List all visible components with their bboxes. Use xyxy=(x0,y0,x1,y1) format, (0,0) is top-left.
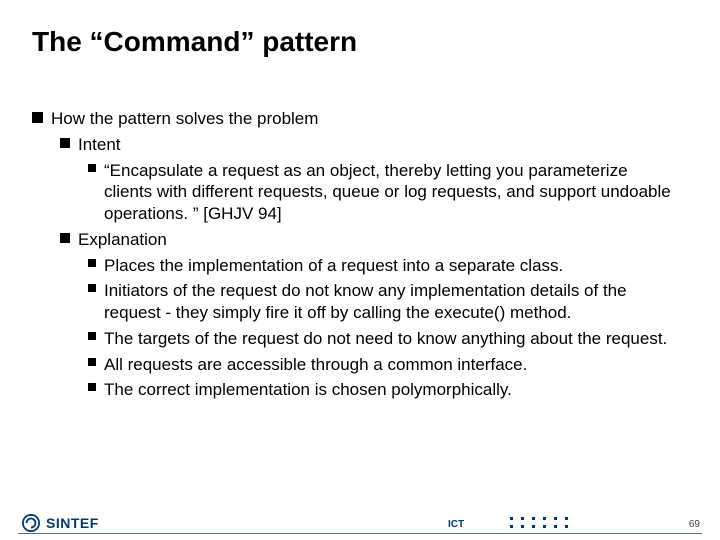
ict-label: ICT xyxy=(448,519,464,530)
square-bullet-icon xyxy=(88,164,96,172)
list-item-text: All requests are accessible through a co… xyxy=(104,354,680,376)
list-item-text: The targets of the request do not need t… xyxy=(104,328,680,350)
list-item: All requests are accessible through a co… xyxy=(88,354,680,376)
square-bullet-icon xyxy=(32,112,43,123)
list-item: Initiators of the request do not know an… xyxy=(88,280,680,324)
list-item: “Encapsulate a request as an object, the… xyxy=(88,160,680,225)
square-bullet-icon xyxy=(88,332,96,340)
list-item-text: The correct implementation is chosen pol… xyxy=(104,379,680,401)
list-item: Explanation xyxy=(60,229,680,251)
decorative-dot-grid-icon xyxy=(510,517,573,530)
slide-footer: SINTEF ICT 69 xyxy=(0,510,720,540)
brand-logo-text: SINTEF xyxy=(46,515,99,531)
square-bullet-icon xyxy=(60,138,70,148)
square-bullet-icon xyxy=(88,358,96,366)
list-item-text: Intent xyxy=(78,134,680,156)
list-item-text: How the pattern solves the problem xyxy=(51,108,680,130)
page-number: 69 xyxy=(689,519,700,530)
slide-content: How the pattern solves the problem Inten… xyxy=(32,108,680,405)
sintef-mark-icon xyxy=(22,514,40,532)
page-title: The “Command” pattern xyxy=(32,26,357,58)
list-item-text: Places the implementation of a request i… xyxy=(104,255,680,277)
list-item: Places the implementation of a request i… xyxy=(88,255,680,277)
list-item-text: “Encapsulate a request as an object, the… xyxy=(104,160,680,225)
list-item: How the pattern solves the problem xyxy=(32,108,680,130)
footer-divider xyxy=(18,533,702,534)
list-item: The correct implementation is chosen pol… xyxy=(88,379,680,401)
list-item: Intent xyxy=(60,134,680,156)
list-item-text: Explanation xyxy=(78,229,680,251)
square-bullet-icon xyxy=(60,233,70,243)
square-bullet-icon xyxy=(88,383,96,391)
square-bullet-icon xyxy=(88,259,96,267)
list-item: The targets of the request do not need t… xyxy=(88,328,680,350)
square-bullet-icon xyxy=(88,284,96,292)
list-item-text: Initiators of the request do not know an… xyxy=(104,280,680,324)
brand-logo: SINTEF xyxy=(22,514,99,532)
slide: The “Command” pattern How the pattern so… xyxy=(0,0,720,540)
